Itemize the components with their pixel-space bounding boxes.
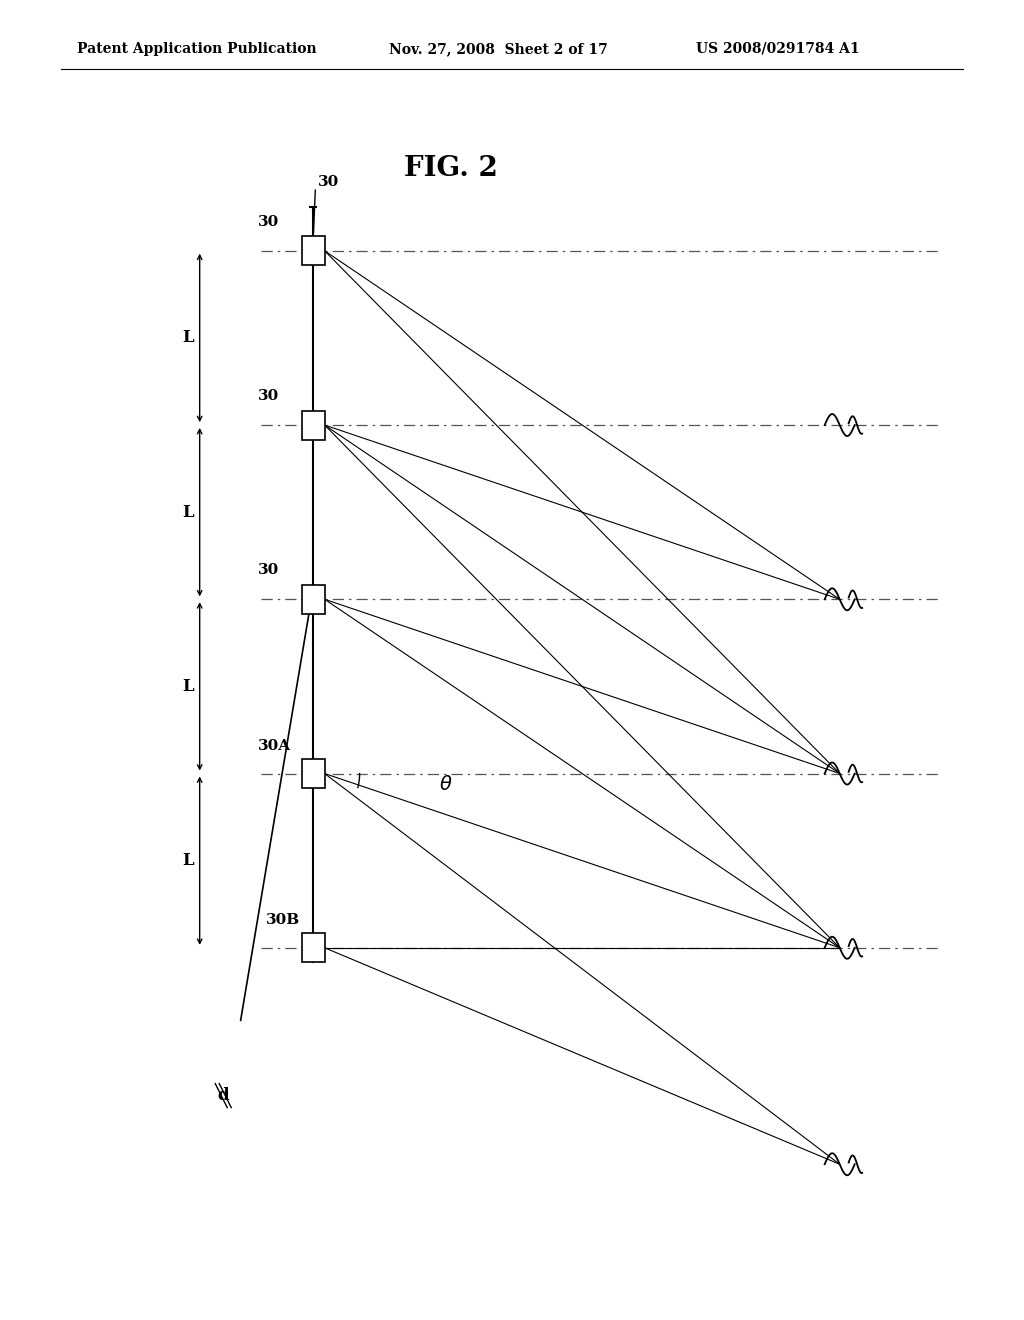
Text: L: L	[182, 853, 194, 869]
Bar	[302, 236, 325, 265]
Text: 30B: 30B	[266, 913, 300, 927]
Text: Nov. 27, 2008  Sheet 2 of 17: Nov. 27, 2008 Sheet 2 of 17	[389, 42, 608, 55]
Text: L: L	[182, 678, 194, 694]
Text: FIG. 2: FIG. 2	[403, 156, 498, 182]
Text: 30: 30	[258, 215, 280, 228]
Bar	[302, 933, 325, 962]
Text: 30: 30	[258, 564, 280, 577]
Text: Patent Application Publication: Patent Application Publication	[77, 42, 316, 55]
Bar	[302, 585, 325, 614]
Text: 30A: 30A	[258, 739, 291, 752]
Text: 30: 30	[258, 389, 280, 403]
Bar	[302, 411, 325, 440]
Text: $\theta$: $\theta$	[438, 775, 453, 793]
Text: L: L	[182, 504, 194, 520]
Text: US 2008/0291784 A1: US 2008/0291784 A1	[696, 42, 860, 55]
Text: d: d	[217, 1088, 229, 1104]
Text: L: L	[182, 330, 194, 346]
Bar	[302, 759, 325, 788]
Text: 30: 30	[317, 176, 339, 189]
